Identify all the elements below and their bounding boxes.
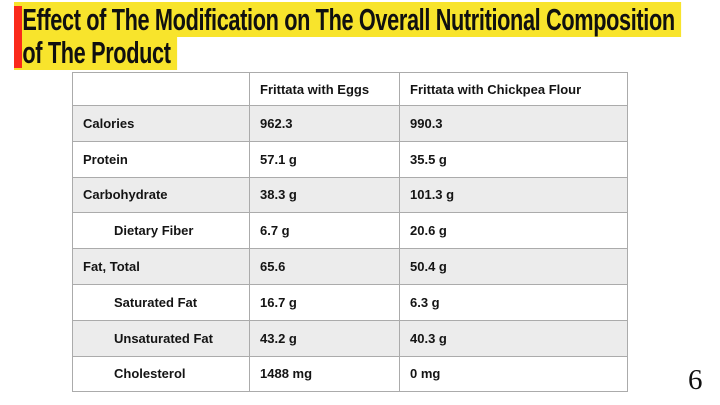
slide-title-line-2: of The Product xyxy=(14,35,720,70)
column-header-eggs: Frittata with Eggs xyxy=(250,73,400,105)
eggs-value-cell: 16.7 g xyxy=(250,284,400,320)
column-header-empty xyxy=(73,73,250,105)
chickpea-value-cell: 101.3 g xyxy=(410,187,455,203)
nutrition-table: Frittata with Eggs Frittata with Chickpe… xyxy=(72,72,628,393)
red-accent-bar xyxy=(14,6,22,68)
table-row-dietary-fiber: Dietary Fiber 6.7 g 20.6 g xyxy=(73,212,627,249)
eggs-value-cell: 43.2 g xyxy=(250,320,400,356)
chickpea-value-cell: 0 mg xyxy=(410,366,441,382)
row-label-cell: Fat, Total xyxy=(73,249,250,284)
page-number: 6 xyxy=(688,364,703,396)
table-row-unsaturated-fat: Unsaturated Fat 43.2 g 40.3 g xyxy=(73,319,627,356)
table-header-row: Frittata with Eggs Frittata with Chickpe… xyxy=(73,73,627,105)
row-label-cell: Unsaturated Fat xyxy=(73,320,250,356)
table-row-saturated-fat: Saturated Fat 16.7 g 6.3 g xyxy=(73,283,627,320)
eggs-value-cell: 57.1 g xyxy=(250,141,400,177)
table-row-calories: Calories 962.3 990.3 xyxy=(73,105,627,141)
chickpea-value-cell: 35.5 g xyxy=(410,151,447,167)
column-header-chickpea: Frittata with Chickpea Flour xyxy=(410,81,582,97)
slide-title-line-1: Effect of The Modification on The Overal… xyxy=(14,2,720,37)
chickpea-value-cell: 990.3 xyxy=(410,115,443,131)
table-row-carbohydrate: Carbohydrate 38.3 g 101.3 g xyxy=(73,176,627,213)
row-label-cell: Protein xyxy=(73,141,250,177)
chickpea-value-cell: 6.3 g xyxy=(410,294,440,310)
eggs-value-cell: 6.7 g xyxy=(250,213,400,249)
eggs-value-cell: 38.3 g xyxy=(250,177,400,213)
slide-title: Effect of The Modification on The Overal… xyxy=(14,2,720,70)
row-label-cell: Carbohydrate xyxy=(73,177,250,213)
eggs-value-cell: 65.6 xyxy=(250,249,400,284)
eggs-value-cell: 962.3 xyxy=(250,106,400,141)
eggs-value-cell: 1488 mg xyxy=(250,356,400,392)
table-row-cholesterol: Cholesterol 1488 mg 0 mg xyxy=(73,355,627,392)
slide-title-text: of The Product xyxy=(14,35,177,70)
chickpea-value-cell: 20.6 g xyxy=(410,223,447,239)
row-label-cell: Calories xyxy=(73,106,250,141)
table-row-protein: Protein 57.1 g 35.5 g xyxy=(73,140,627,177)
slide-title-text: Effect of The Modification on The Overal… xyxy=(14,2,682,37)
chickpea-value-cell: 40.3 g xyxy=(410,330,447,346)
row-label-cell: Dietary Fiber xyxy=(73,213,250,249)
row-label-cell: Cholesterol xyxy=(73,356,250,392)
table-row-fat-total: Fat, Total 65.6 50.4 g xyxy=(73,248,627,284)
chickpea-value-cell: 50.4 g xyxy=(410,259,447,275)
row-label-cell: Saturated Fat xyxy=(73,284,250,320)
